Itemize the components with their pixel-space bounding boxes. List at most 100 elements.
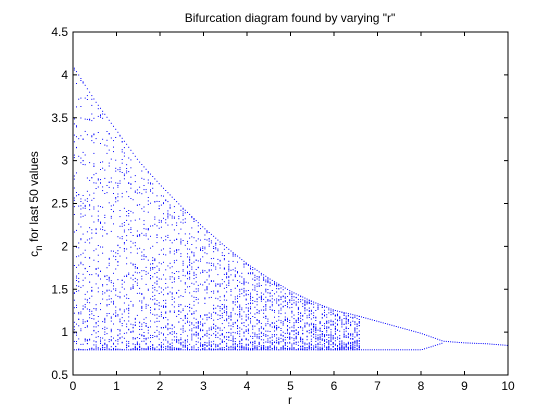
data-point [280, 320, 282, 322]
data-point [458, 342, 460, 343]
data-point [297, 348, 299, 350]
data-point [228, 281, 230, 283]
data-point [241, 288, 243, 290]
data-point [121, 151, 123, 153]
data-point [293, 331, 295, 333]
data-point [158, 219, 160, 221]
data-point [306, 330, 308, 332]
data-point [73, 134, 75, 136]
data-point [280, 333, 282, 335]
data-point [147, 272, 149, 274]
data-point [330, 312, 332, 313]
data-point [86, 301, 88, 303]
data-point [86, 340, 88, 342]
data-point [117, 182, 119, 184]
data-point [260, 299, 262, 300]
data-point [226, 312, 228, 314]
data-point [158, 333, 160, 335]
data-point [100, 116, 101, 118]
data-point [123, 222, 125, 223]
data-point [354, 341, 356, 343]
data-point [237, 271, 238, 273]
data-point [195, 349, 197, 351]
data-point [324, 335, 325, 337]
data-point [280, 307, 282, 309]
data-point [260, 331, 262, 333]
data-point [263, 298, 265, 300]
data-point [306, 343, 308, 345]
data-point [82, 319, 84, 321]
data-point [197, 332, 199, 334]
data-point [97, 274, 99, 276]
data-point [239, 304, 241, 306]
data-point [97, 210, 99, 212]
data-point [82, 279, 84, 281]
data-point [247, 339, 249, 341]
data-point [143, 249, 145, 251]
data-point [276, 346, 278, 348]
data-point [271, 339, 273, 341]
data-point [315, 320, 317, 321]
data-point [319, 321, 321, 323]
data-point [293, 318, 295, 320]
data-point [104, 320, 106, 322]
data-point [267, 318, 269, 320]
data-point [252, 289, 254, 291]
data-point [319, 343, 321, 345]
data-point [304, 325, 306, 327]
data-point [254, 340, 256, 342]
data-point [317, 344, 319, 346]
data-point [204, 234, 206, 236]
data-point [393, 325, 395, 327]
data-point [269, 340, 271, 342]
data-point [263, 316, 265, 318]
data-point [258, 279, 260, 281]
data-point [289, 322, 291, 323]
data-point [217, 314, 219, 316]
data-point [245, 294, 247, 296]
data-point [239, 340, 241, 342]
data-point [147, 228, 149, 229]
data-point [245, 319, 247, 321]
data-point [143, 340, 145, 342]
data-point [310, 310, 312, 312]
data-point [191, 337, 193, 339]
data-point [282, 322, 284, 324]
data-point [237, 285, 238, 286]
data-point [95, 229, 97, 231]
data-point [117, 193, 119, 195]
data-point [300, 315, 302, 317]
data-point [73, 326, 75, 328]
data-point [89, 310, 91, 312]
data-point [178, 271, 180, 273]
data-point [80, 311, 82, 313]
data-point [269, 278, 271, 280]
data-point [84, 293, 86, 295]
data-point [171, 333, 173, 335]
data-point [250, 335, 251, 337]
data-point [276, 302, 278, 304]
data-point [173, 277, 175, 279]
data-point [82, 195, 84, 196]
data-point [223, 306, 225, 308]
data-point [121, 313, 123, 315]
data-point [302, 346, 304, 348]
data-point [115, 137, 117, 138]
data-point [317, 337, 319, 339]
data-point [110, 317, 112, 319]
data-point [347, 347, 349, 349]
data-point [250, 265, 251, 267]
data-point [300, 341, 302, 343]
data-point [169, 343, 171, 345]
data-point [95, 332, 97, 334]
data-point [119, 225, 121, 227]
data-point [243, 263, 245, 265]
chart-title: Bifurcation diagram found by varying "r" [185, 11, 396, 25]
data-point [176, 341, 178, 343]
data-point [352, 341, 354, 343]
data-point [358, 345, 360, 347]
data-point [243, 289, 245, 291]
data-point [189, 303, 191, 305]
data-point [413, 330, 415, 332]
data-point [152, 291, 154, 293]
